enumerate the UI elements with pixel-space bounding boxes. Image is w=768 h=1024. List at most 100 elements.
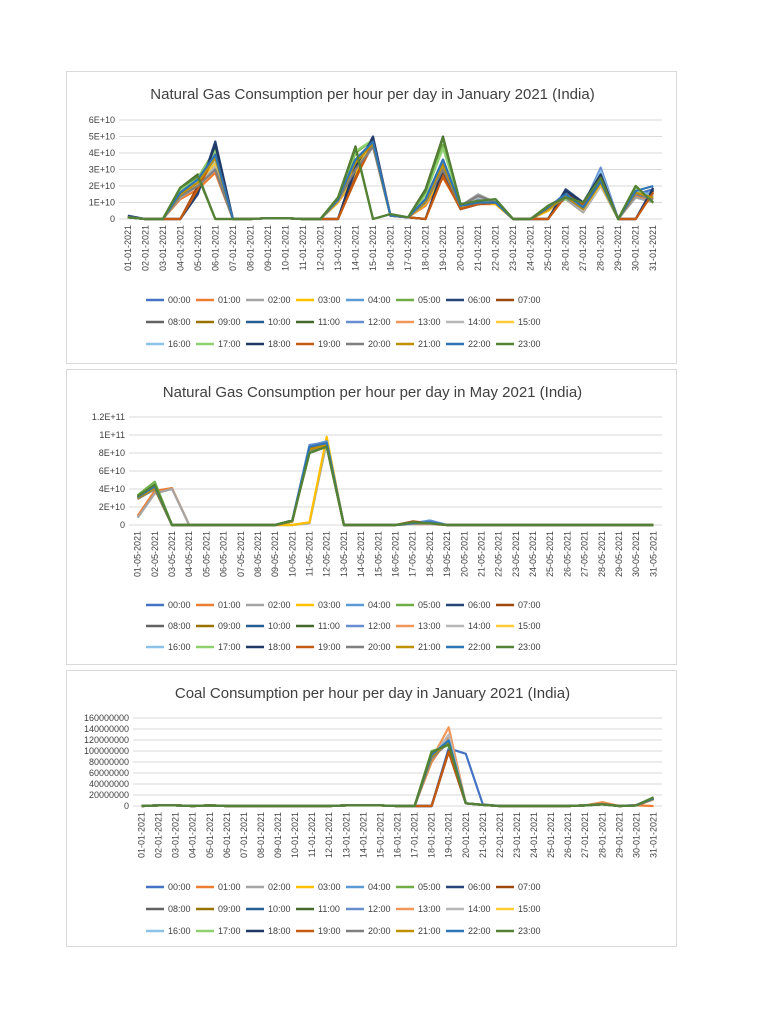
series-line-1100 [141,743,654,808]
x-tick-label: 06-05-2021 [219,531,229,577]
series-line-0800 [141,741,654,808]
legend-label: 19:00 [318,339,341,349]
x-tick-label: 04-01-2021 [175,225,185,271]
legend-label: 05:00 [418,295,441,305]
x-tick-label: 23-01-2021 [512,812,522,858]
series-line-1700 [141,743,654,808]
series-line-1300 [141,726,654,808]
x-tick-label: 29-05-2021 [614,531,624,577]
legend-label: 11:00 [318,317,340,327]
x-tick-label: 12-01-2021 [315,225,325,271]
series-line-2100 [137,443,654,527]
x-tick-label: 16-05-2021 [391,531,401,577]
x-tick-label: 13-01-2021 [341,812,351,858]
y-tick-label: 140000000 [84,724,129,734]
x-tick-label: 18-05-2021 [425,531,435,577]
legend-label: 09:00 [218,621,241,631]
y-tick-label: 3E+10 [89,165,115,175]
series-line-0300 [137,435,654,527]
legend-label: 02:00 [268,882,291,892]
y-tick-label: 2E+10 [89,181,115,191]
legend-label: 12:00 [368,621,391,631]
series-line-0000 [141,747,654,808]
legend-label: 13:00 [418,621,441,631]
x-tick-label: 15-05-2021 [373,531,383,577]
legend-label: 21:00 [418,926,441,936]
series-line-2300 [127,137,654,221]
x-tick-label: 21-01-2021 [473,225,483,271]
legend-label: 03:00 [318,295,341,305]
series-line-1400 [127,145,654,221]
x-tick-label: 18-01-2021 [421,225,431,271]
x-tick-label: 05-01-2021 [193,225,203,271]
x-tick-label: 07-01-2021 [228,225,238,271]
legend-label: 05:00 [418,600,441,610]
legend-label: 10:00 [268,621,291,631]
x-tick-label: 09-01-2021 [263,225,273,271]
legend-label: 19:00 [318,926,341,936]
x-tick-label: 14-01-2021 [358,812,368,858]
x-tick-label: 12-01-2021 [324,812,334,858]
legend-label: 18:00 [268,926,291,936]
x-tick-label: 17-01-2021 [410,812,420,858]
legend-label: 22:00 [468,642,491,652]
x-tick-label: 28-01-2021 [597,812,607,858]
x-tick-label: 13-05-2021 [339,531,349,577]
x-tick-label: 10-05-2021 [287,531,297,577]
legend-label: 17:00 [218,339,241,349]
series-line-2000 [127,145,654,221]
y-tick-label: 120000000 [84,735,129,745]
x-tick-label: 31-01-2021 [648,812,658,858]
legend-label: 06:00 [468,882,491,892]
x-tick-label: 09-01-2021 [273,812,283,858]
legend-label: 09:00 [218,317,241,327]
y-tick-label: 0 [120,520,125,530]
y-tick-label: 160000000 [84,713,129,723]
legend-label: 01:00 [218,295,241,305]
legend-label: 21:00 [418,339,441,349]
x-tick-label: 31-01-2021 [648,225,658,271]
legend-label: 07:00 [518,600,541,610]
chart-svg: Natural Gas Consumption per hour per day… [89,86,662,349]
y-tick-label: 100000000 [84,746,129,756]
x-tick-label: 25-01-2021 [546,812,556,858]
legend-label: 08:00 [168,621,191,631]
series-line-0400 [136,440,654,527]
coal-january-chart: Coal Consumption per hour per day in Jan… [66,670,677,947]
x-tick-label: 20-05-2021 [459,531,469,577]
legend-label: 23:00 [518,926,541,936]
legend-label: 02:00 [268,295,291,305]
gas-january-chart: Natural Gas Consumption per hour per day… [66,71,677,364]
x-tick-label: 10-01-2021 [290,812,300,858]
y-tick-label: 40000000 [89,779,129,789]
x-tick-label: 03-01-2021 [158,225,168,271]
series-line-0700 [141,750,654,808]
y-tick-label: 8E+10 [99,448,125,458]
series-line-2000 [141,741,654,808]
legend-label: 11:00 [318,621,340,631]
series-line-0100 [141,736,654,808]
series-line-0500 [136,444,654,527]
x-tick-label: 02-01-2021 [140,225,150,271]
x-tick-label: 22-05-2021 [494,531,504,577]
series-line-1300 [127,145,654,221]
series-line-0800 [137,445,654,527]
series-line-1200 [136,441,654,527]
x-tick-label: 26-01-2021 [563,812,573,858]
legend-label: 03:00 [318,600,341,610]
series-line-0100 [127,143,654,221]
legend-label: 08:00 [168,904,191,914]
legend-label: 12:00 [368,904,391,914]
y-tick-label: 2E+10 [99,502,125,512]
legend-label: 04:00 [368,882,391,892]
legend-label: 10:00 [268,904,291,914]
x-tick-label: 01-01-2021 [137,812,147,858]
x-tick-label: 20-01-2021 [461,812,471,858]
x-tick-label: 26-01-2021 [561,225,571,271]
legend-label: 11:00 [318,904,340,914]
x-tick-label: 07-01-2021 [239,812,249,858]
legend-label: 03:00 [318,882,341,892]
x-tick-label: 19-05-2021 [442,531,452,577]
x-tick-label: 15-01-2021 [375,812,385,858]
series-line-1600 [137,441,654,527]
